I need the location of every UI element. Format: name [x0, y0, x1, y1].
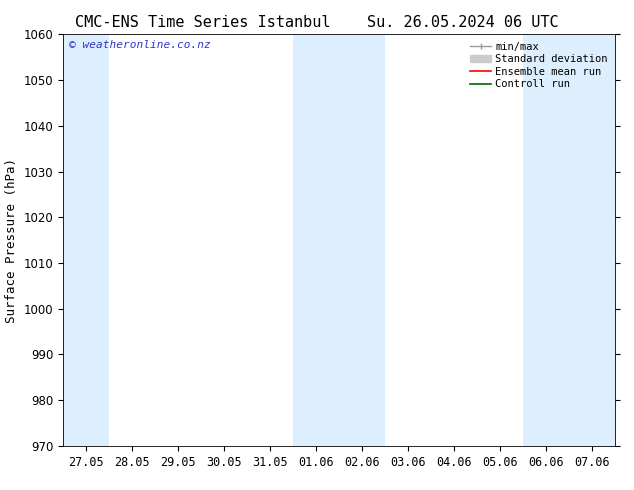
Bar: [523, 34, 569, 446]
Bar: [569, 34, 615, 446]
Text: CMC-ENS Time Series Istanbul    Su. 26.05.2024 06 UTC: CMC-ENS Time Series Istanbul Su. 26.05.2…: [75, 15, 559, 30]
Bar: [293, 34, 339, 446]
Legend: min/max, Standard deviation, Ensemble mean run, Controll run: min/max, Standard deviation, Ensemble me…: [466, 37, 612, 94]
Text: © weatheronline.co.nz: © weatheronline.co.nz: [69, 41, 210, 50]
Bar: [339, 34, 385, 446]
Y-axis label: Surface Pressure (hPa): Surface Pressure (hPa): [5, 158, 18, 322]
Bar: [63, 34, 110, 446]
